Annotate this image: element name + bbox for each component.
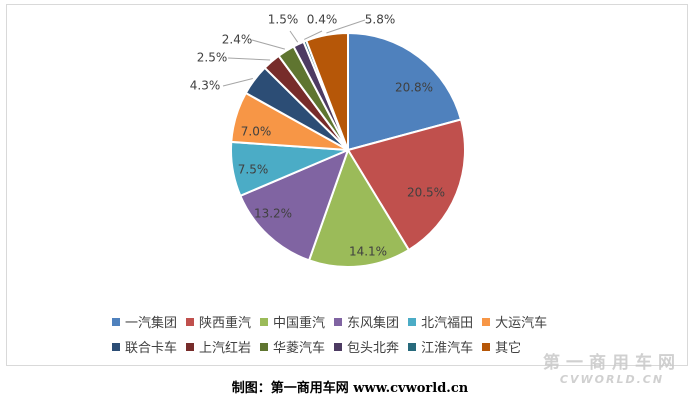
legend-swatch [260, 342, 269, 351]
legend-swatch [112, 342, 120, 351]
watermark-en: CVWORLD.CN [559, 373, 665, 386]
data-label: 0.4% [307, 13, 338, 27]
legend-swatch [334, 342, 343, 351]
data-label: 7.5% [238, 163, 269, 177]
legend-label: 江淮汽车 [421, 341, 474, 356]
data-label: 4.3% [190, 79, 221, 93]
legend-item: 东风集团 [334, 312, 399, 331]
data-label: 7.0% [241, 125, 272, 139]
pie-slice [346, 118, 466, 252]
legend-swatch [186, 342, 195, 351]
chart-legend: 一汽集团 陕西重汽 中国重汽 东风集团 北汽福田 大运汽车 联合卡车 上汽红岩 华菱汽车 包头北… [112, 309, 652, 359]
data-label: 2.4% [222, 33, 253, 47]
pie-slice [305, 31, 349, 151]
watermark-cn: 第一商用车网 [543, 353, 681, 373]
legend-swatch [408, 317, 417, 326]
chart-caption: 制图：第一商用车网 www.cvworld.cn [231, 381, 469, 396]
legend-swatch [334, 317, 343, 326]
leader-line [289, 30, 299, 43]
leader-line [326, 19, 366, 34]
legend-label: 华菱汽车 [273, 341, 326, 356]
legend-item: 江淮汽车 [408, 337, 473, 356]
legend-label: 东风集团 [347, 316, 400, 331]
legend-row: 一汽集团 陕西重汽 中国重汽 东风集团 北汽福田 大运汽车 [112, 309, 652, 334]
legend-item: 联合卡车 [112, 337, 177, 356]
legend-item: 包头北奔 [334, 337, 399, 356]
legend-swatch [482, 342, 491, 351]
pie-slice [347, 31, 463, 152]
legend-row: 联合卡车 上汽红岩 华菱汽车 包头北奔 江淮汽车 其它 [112, 334, 652, 359]
legend-swatch [482, 317, 491, 326]
leader-line [227, 57, 271, 61]
legend-label: 联合卡车 [125, 341, 178, 356]
legend-label: 中国重汽 [273, 316, 326, 331]
site-watermark: 第一商用车网 CVWORLD.CN [528, 348, 696, 396]
legend-swatch [260, 317, 269, 326]
legend-label: 包头北奔 [347, 341, 400, 356]
legend-label: 上汽红岩 [199, 341, 252, 356]
pie-slice [239, 148, 350, 262]
data-label: 13.2% [254, 207, 292, 221]
legend-item: 中国重汽 [260, 312, 325, 331]
leader-line [251, 39, 286, 50]
legend-item: 一汽集团 [112, 312, 177, 331]
data-label: 2.5% [197, 51, 228, 65]
pie-slice [307, 147, 411, 268]
data-label: 14.1% [349, 245, 387, 259]
legend-swatch [408, 342, 417, 351]
legend-label: 北汽福田 [421, 316, 474, 331]
data-label: 1.5% [268, 13, 299, 27]
data-label: 5.8% [365, 13, 396, 27]
legend-label: 大运汽车 [495, 316, 548, 331]
legend-item: 大运汽车 [482, 312, 547, 331]
data-label: 20.8% [395, 81, 433, 95]
legend-swatch [186, 317, 195, 326]
legend-item: 其它 [482, 337, 521, 356]
legend-label: 陕西重汽 [199, 316, 252, 331]
leader-line [303, 30, 323, 40]
legend-item: 华菱汽车 [260, 337, 325, 356]
legend-item: 北汽福田 [408, 312, 473, 331]
legend-label: 一汽集团 [125, 316, 178, 331]
legend-swatch [112, 317, 120, 326]
legend-item: 陕西重汽 [186, 312, 251, 331]
legend-item: 上汽红岩 [186, 337, 251, 356]
leader-line [222, 78, 253, 87]
legend-label: 其它 [495, 341, 522, 356]
data-label: 20.5% [407, 186, 445, 200]
